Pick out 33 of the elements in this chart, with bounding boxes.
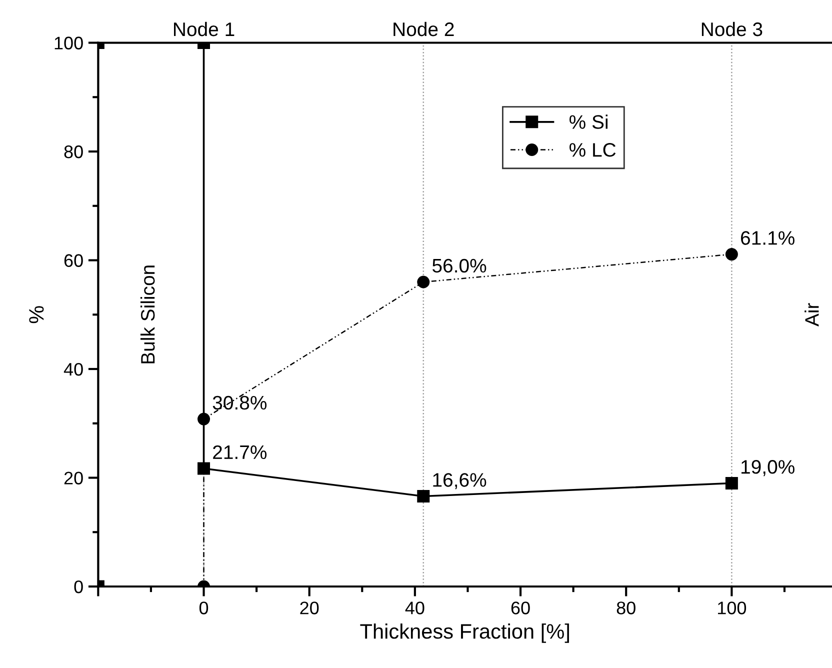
point [198, 462, 210, 475]
data-label: 61.1% [741, 231, 794, 245]
y-tick-label: 80 [64, 145, 83, 158]
point [725, 248, 738, 261]
legend-label: % LC [570, 142, 616, 157]
ref-line-label: Node 3 [702, 22, 762, 36]
annotation: Bulk Silicon [140, 266, 155, 364]
ref-line-label: Node 2 [394, 22, 454, 36]
x-tick-label: 20 [300, 602, 319, 614]
data-label: 19,0% [742, 460, 794, 476]
data-label: 16,6% [433, 473, 486, 490]
y-tick-label: 60 [64, 254, 83, 267]
data-label: 21.7% [213, 445, 267, 460]
point [417, 276, 430, 288]
point [725, 476, 738, 490]
data-label: 30.8% [212, 396, 267, 410]
data-label: 56.0% [432, 258, 486, 273]
annotation: Air [804, 303, 819, 326]
x-tick-label: 80 [616, 602, 636, 614]
point [198, 412, 210, 426]
ref-line-label: Node 1 [174, 22, 234, 36]
x-tick-label: 60 [511, 602, 530, 614]
x-tick-label: 0 [199, 602, 208, 614]
y-tick-label: 40 [64, 362, 83, 376]
x-axis-title: Thickness Fraction [%] [360, 623, 569, 643]
y-tick-label: 20 [64, 472, 83, 484]
legend-label: % Si [570, 114, 608, 129]
y-axis-title: % [29, 306, 44, 324]
x-tick-label: 40 [405, 602, 424, 614]
x-tick-label: 100 [718, 602, 746, 614]
point [417, 490, 430, 502]
y-tick-label: 0 [74, 580, 83, 594]
y-tick-label: 100 [54, 36, 83, 50]
